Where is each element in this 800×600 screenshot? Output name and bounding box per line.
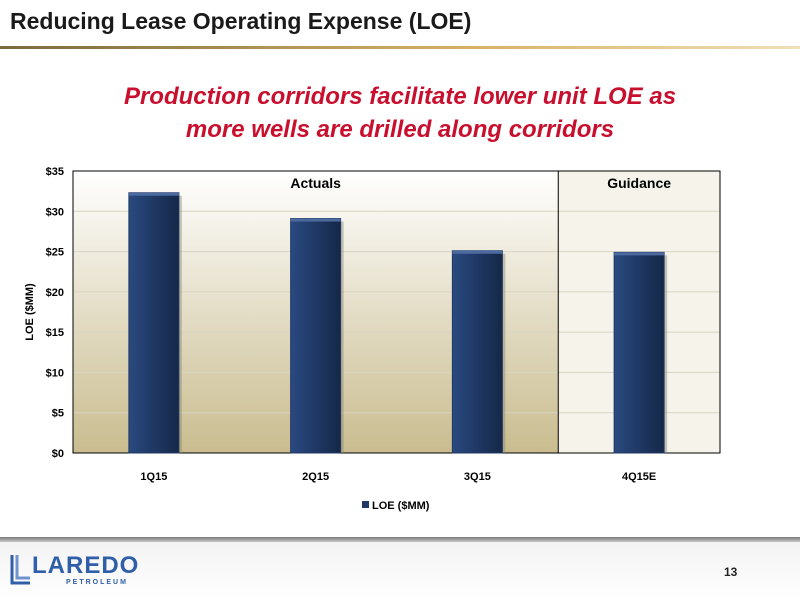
footer-divider [0, 537, 800, 542]
laredo-logo: LAREDO PETROLEUM [10, 551, 150, 591]
y-tick-label: $20 [46, 287, 64, 299]
y-axis-label: LOE ($MM) [24, 283, 36, 341]
plot-border [72, 170, 721, 454]
bar-top-highlight [128, 192, 179, 196]
title-divider [0, 46, 800, 49]
bar-1Q15 [128, 192, 180, 454]
y-tick-label: $25 [46, 247, 64, 259]
bar-top-highlight [290, 218, 341, 222]
slide-title: Reducing Lease Operating Expense (LOE) [10, 8, 472, 34]
x-tick-label: 3Q15 [464, 471, 491, 483]
bar-4Q15E [613, 251, 665, 454]
bar-3Q15 [451, 250, 503, 454]
subtitle-line-2: more wells are drilled along corridors [185, 116, 615, 143]
x-tick-label: 1Q15 [140, 471, 167, 483]
y-tick-label: $15 [46, 327, 64, 339]
section-label-guidance: Guidance [607, 175, 671, 191]
y-tick-label: $10 [46, 367, 64, 379]
subtitle-line-1: Production corridors facilitate lower un… [123, 83, 677, 110]
section-label-actuals: Actuals [290, 175, 341, 191]
logo-subtext: PETROLEUM [66, 579, 128, 586]
bar-top-highlight [614, 252, 665, 256]
chart-subtitle: Production corridors facilitate lower un… [0, 80, 800, 146]
bar-2Q15 [290, 218, 342, 454]
bar-top-highlight [452, 250, 503, 254]
x-tick-label: 2Q15 [302, 471, 329, 483]
y-tick-label: $30 [46, 206, 64, 218]
x-tick-label: 4Q15E [622, 471, 656, 483]
logo-wordmark: LAREDO [32, 552, 140, 579]
y-tick-label: $0 [52, 448, 64, 460]
footer-band [0, 542, 800, 600]
y-tick-label: $35 [46, 166, 64, 178]
loe-bar-chart: $0 $5 $10 $15 $20 $25 $30 $35 Actuals Guidance 1Q1… [24, 166, 721, 512]
y-tick-label: $5 [52, 408, 64, 420]
legend-entry: LOE ($MM) [372, 500, 430, 512]
page-number: 13 [724, 565, 738, 579]
legend-swatch [362, 501, 369, 508]
logo-mark-icon [10, 555, 30, 585]
